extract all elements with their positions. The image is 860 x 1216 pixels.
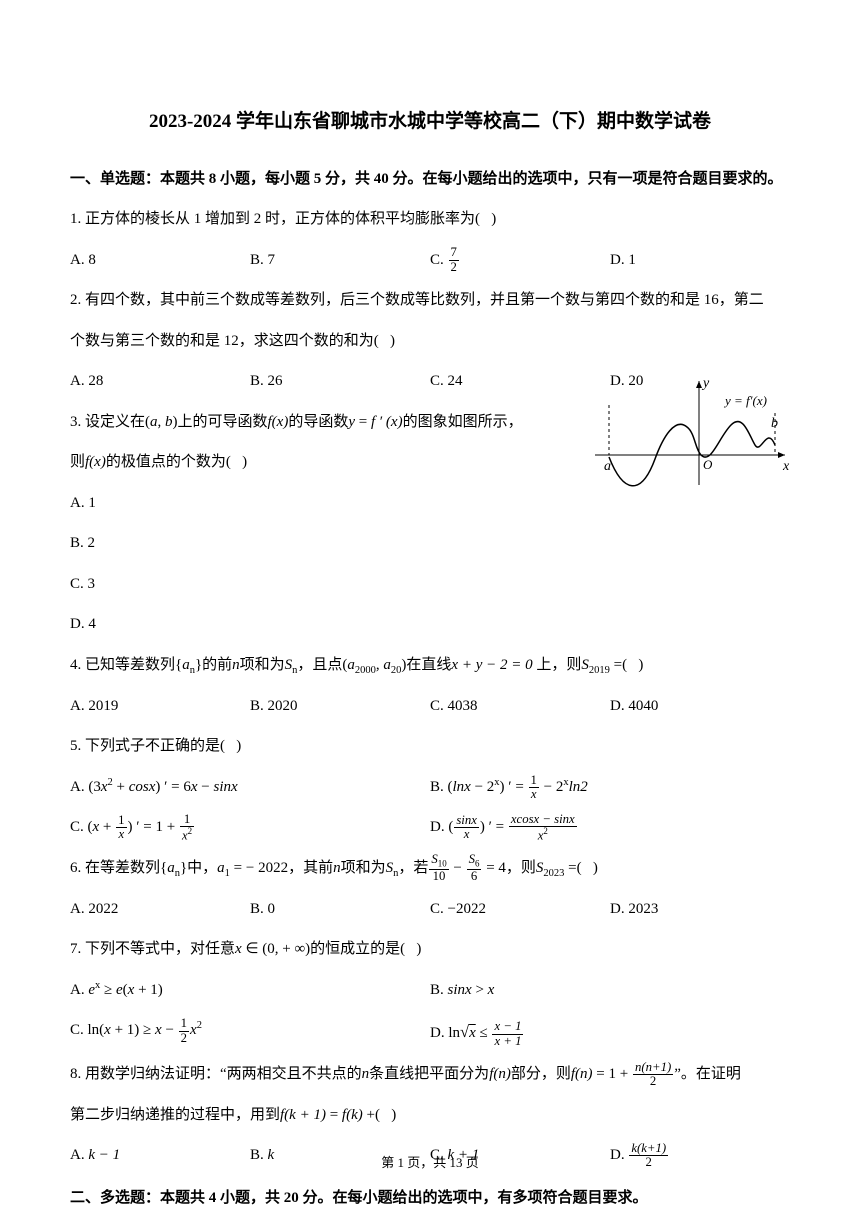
q3-opt-d: D. 4 bbox=[70, 607, 790, 642]
a-label: a bbox=[604, 459, 611, 474]
derivative-graph: y x a b O y = f′(x) bbox=[595, 375, 790, 495]
q6-options: A. 2022 B. 0 C. −2022 D. 2023 bbox=[70, 892, 790, 927]
curve bbox=[609, 422, 775, 486]
q6-opt-a: A. 2022 bbox=[70, 892, 250, 927]
q3-opt-b: B. 2 bbox=[70, 526, 790, 561]
x-label: x bbox=[782, 459, 790, 474]
question-4: 4. 已知等差数列{an}的前n项和为Sn，且点(a2000, a20)在直线x… bbox=[70, 648, 790, 683]
q5-opt-d: D. (sinxx) ′ = xcosx − sinxx2 bbox=[430, 810, 790, 845]
q3-opt-c: C. 3 bbox=[70, 567, 790, 602]
section-2-heading: 二、多选题：本题共 4 小题，共 20 分。在每小题给出的选项中，有多项符合题目… bbox=[70, 1181, 790, 1216]
origin-label: O bbox=[703, 457, 713, 472]
q6-opt-c: C. −2022 bbox=[430, 892, 610, 927]
question-8-line2: 第二步归纳递推的过程中，用到f(k + 1) = f(k) +( ) bbox=[70, 1098, 790, 1133]
q1-opt-c: C. 72 bbox=[430, 243, 610, 278]
question-6: 6. 在等差数列{an}中，a1 = − 2022，其前n项和为Sn，若S101… bbox=[70, 851, 790, 886]
q1-opt-d: D. 1 bbox=[610, 243, 790, 278]
q4-opt-d: D. 4040 bbox=[610, 689, 790, 724]
q4-opt-b: B. 2020 bbox=[250, 689, 430, 724]
q5-opt-a: A. (3x2 + cosx) ′ = 6x − sinx bbox=[70, 770, 430, 805]
x-axis-arrow bbox=[778, 452, 785, 458]
q4-opt-c: C. 4038 bbox=[430, 689, 610, 724]
q1-options: A. 8 B. 7 C. 72 D. 1 bbox=[70, 243, 790, 278]
q5-options-row1: A. (3x2 + cosx) ′ = 6x − sinx B. (lnx − … bbox=[70, 770, 790, 805]
section-1-heading: 一、单选题：本题共 8 小题，每小题 5 分，共 40 分。在每小题给出的选项中… bbox=[70, 162, 790, 197]
b-label: b bbox=[771, 416, 778, 431]
q6-opt-b: B. 0 bbox=[250, 892, 430, 927]
q6-opt-d: D. 2023 bbox=[610, 892, 790, 927]
q7-options-row1: A. ex ≥ e(x + 1) B. sinx > x bbox=[70, 973, 790, 1008]
q5-opt-b: B. (lnx − 2x) ′ = 1x − 2xln2 bbox=[430, 770, 790, 805]
curve-label: y = f′(x) bbox=[723, 393, 767, 408]
q4-opt-a: A. 2019 bbox=[70, 689, 250, 724]
q2-opt-b: B. 26 bbox=[250, 364, 430, 399]
question-7: 7. 下列不等式中，对任意x ∈ (0, + ∞)的恒成立的是( ) bbox=[70, 932, 790, 967]
question-1: 1. 正方体的棱长从 1 增加到 2 时，正方体的体积平均膨胀率为( ) bbox=[70, 202, 790, 237]
question-2-line2: 个数与第三个数的和是 12，求这四个数的和为( ) bbox=[70, 324, 790, 359]
question-8-line1: 8. 用数学归纳法证明：“两两相交且不共点的n条直线把平面分为f(n)部分，则f… bbox=[70, 1057, 790, 1092]
question-2-line1: 2. 有四个数，其中前三个数成等差数列，后三个数成等比数列，并且第一个数与第四个… bbox=[70, 283, 790, 318]
q3-options: A. 1 B. 2 C. 3 D. 4 bbox=[70, 486, 790, 642]
q7-opt-c: C. ln(x + 1) ≥ x − 12x2 bbox=[70, 1013, 430, 1051]
page-footer: 第 1 页，共 13 页 bbox=[0, 1148, 860, 1178]
question-5: 5. 下列式子不正确的是( ) bbox=[70, 729, 790, 764]
q2-opt-a: A. 28 bbox=[70, 364, 250, 399]
q4-options: A. 2019 B. 2020 C. 4038 D. 4040 bbox=[70, 689, 790, 724]
y-label: y bbox=[701, 376, 710, 391]
q7-opt-a: A. ex ≥ e(x + 1) bbox=[70, 973, 430, 1008]
exam-title: 2023-2024 学年山东省聊城市水城中学等校高二（下）期中数学试卷 bbox=[70, 100, 790, 144]
q7-opt-d: D. ln√x ≤ x − 1x + 1 bbox=[430, 1013, 790, 1051]
y-axis-arrow bbox=[696, 381, 702, 388]
q7-options-row2: C. ln(x + 1) ≥ x − 12x2 D. ln√x ≤ x − 1x… bbox=[70, 1013, 790, 1051]
q5-options-row2: C. (x + 1x) ′ = 1 + 1x2 D. (sinxx) ′ = x… bbox=[70, 810, 790, 845]
q1-opt-b: B. 7 bbox=[250, 243, 430, 278]
q2-opt-c: C. 24 bbox=[430, 364, 610, 399]
q1-opt-a: A. 8 bbox=[70, 243, 250, 278]
q7-opt-b: B. sinx > x bbox=[430, 973, 790, 1008]
q5-opt-c: C. (x + 1x) ′ = 1 + 1x2 bbox=[70, 810, 430, 845]
